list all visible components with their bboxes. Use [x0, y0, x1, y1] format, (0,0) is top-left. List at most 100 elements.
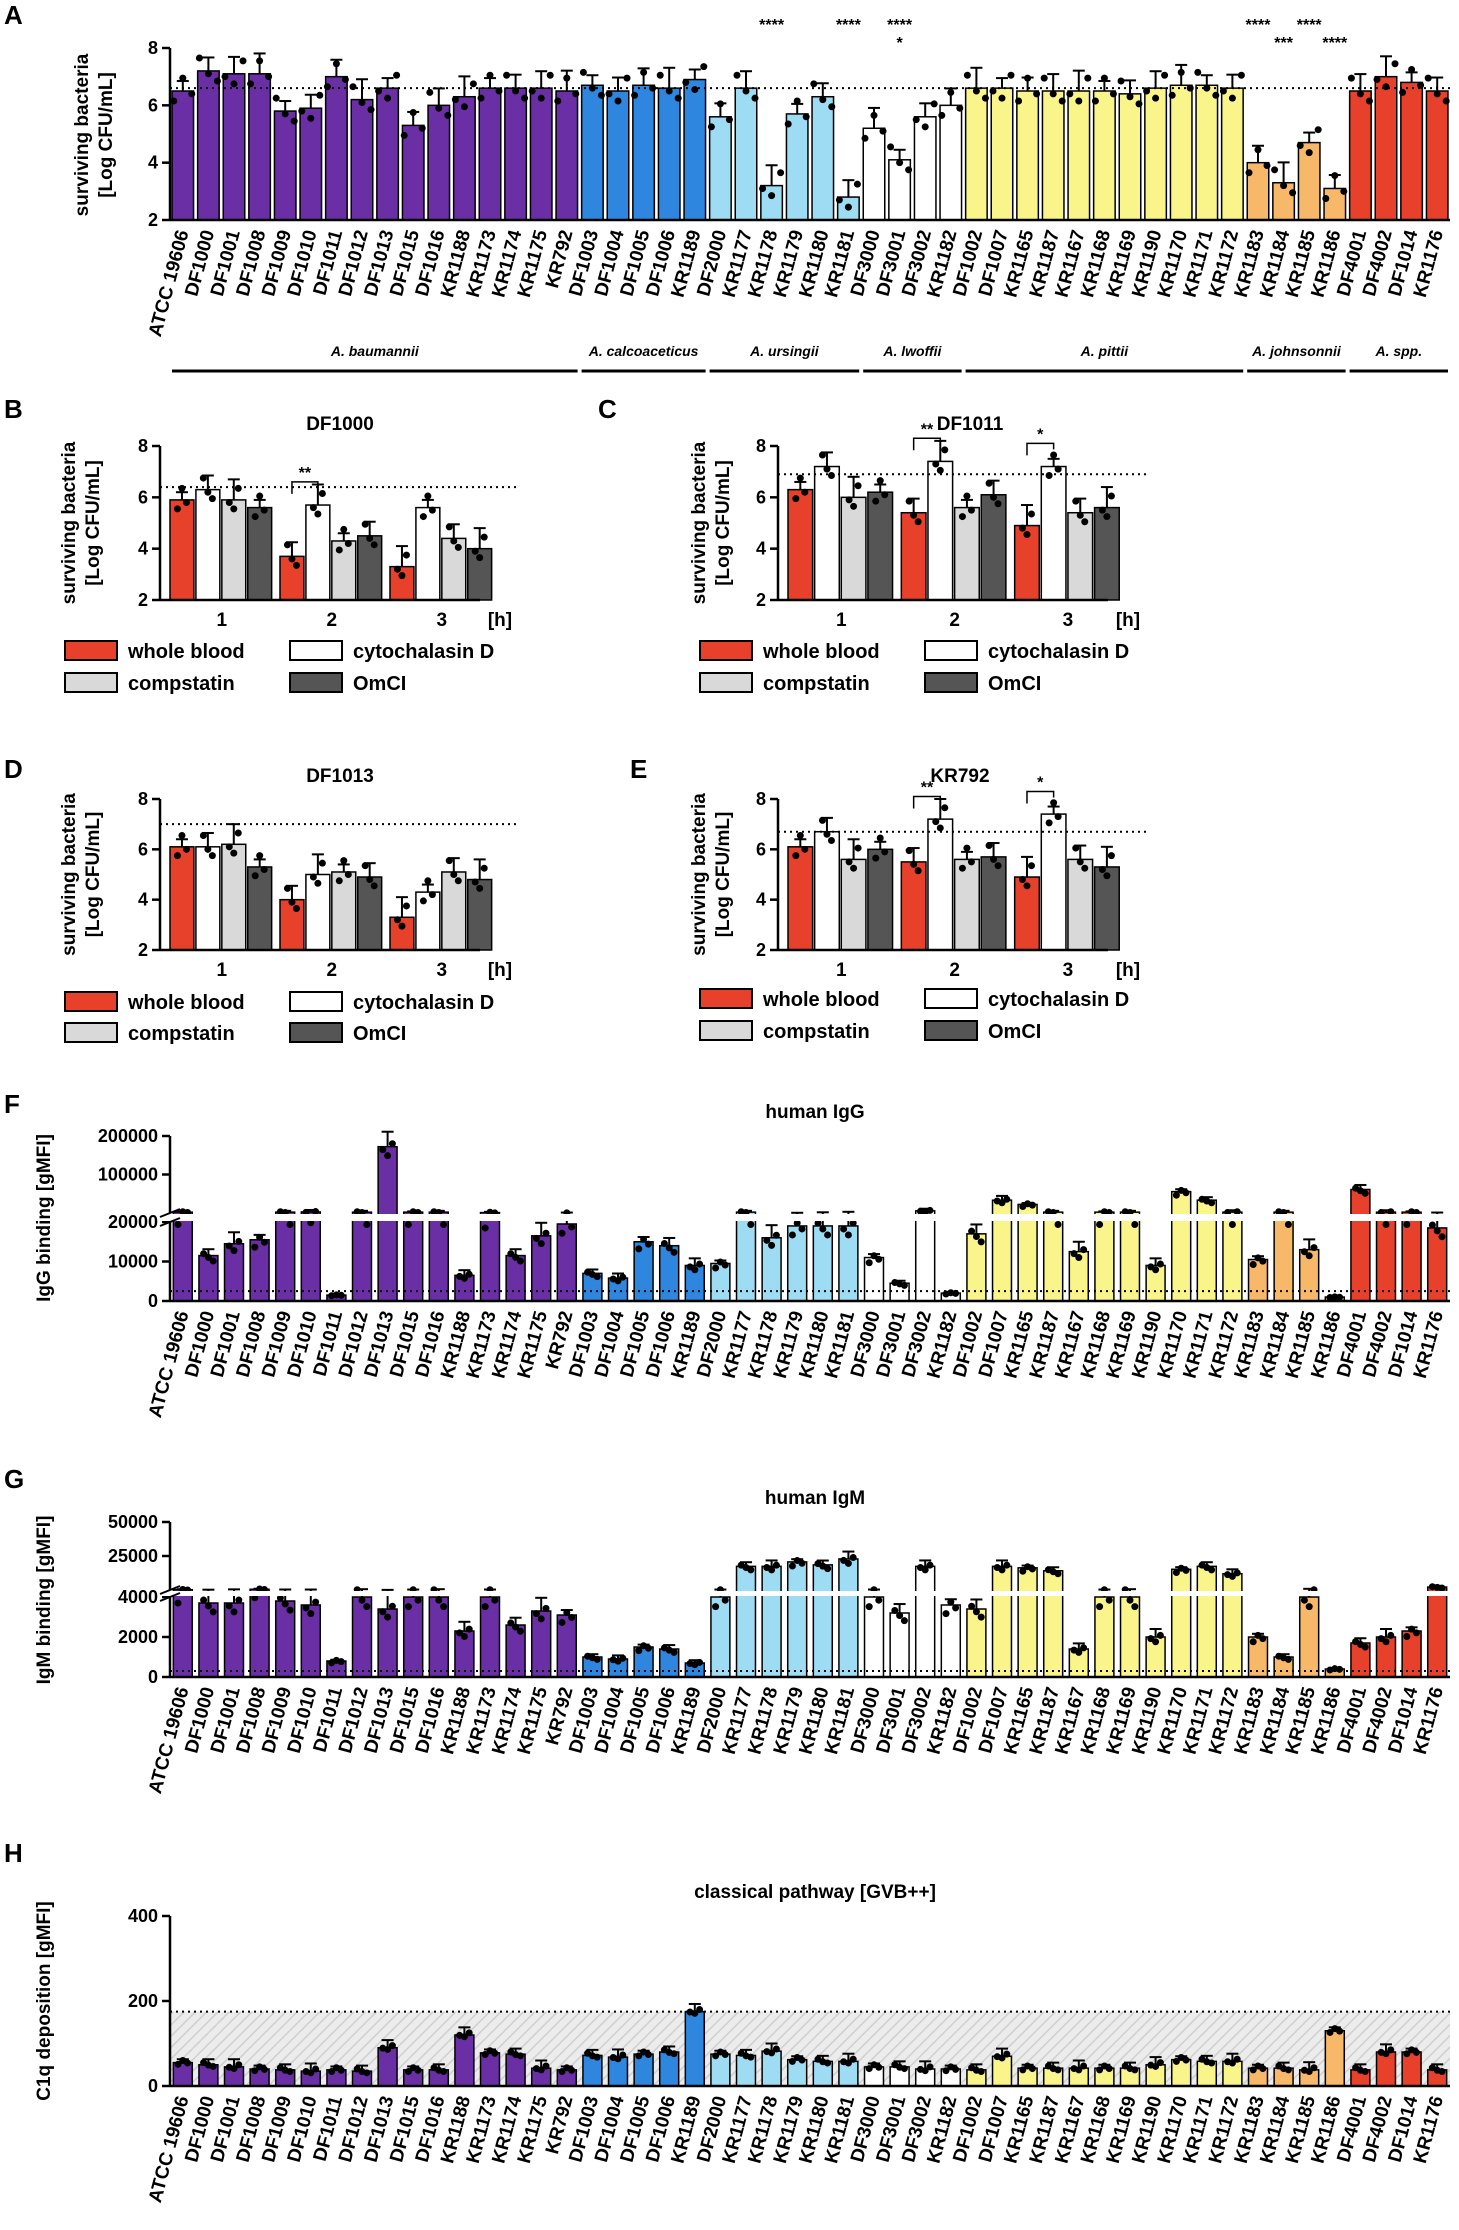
data-point [384, 1152, 392, 1160]
data-point [1382, 1221, 1390, 1229]
data-point [307, 1610, 315, 1618]
data-point [404, 2068, 412, 2076]
data-point [454, 877, 462, 885]
data-point [495, 87, 503, 95]
data-point [283, 884, 291, 892]
data-point [460, 2033, 468, 2041]
data-point [1018, 876, 1026, 884]
data-point [958, 864, 966, 872]
data-point [199, 831, 207, 839]
data-point [1081, 864, 1089, 872]
species-label-a-pittii: A. pittii [1080, 343, 1130, 359]
data-point [286, 2068, 294, 2076]
data-point [788, 2057, 796, 2065]
bar-compstatin-1 [221, 499, 247, 601]
data-point [1076, 858, 1084, 866]
data-point [818, 451, 826, 459]
axis-break-gap [160, 1214, 1452, 1221]
data-point [366, 534, 374, 542]
data-point [1084, 74, 1092, 82]
data-point [1003, 1195, 1011, 1203]
data-point [1233, 2055, 1241, 2063]
data-point [1023, 531, 1031, 539]
data-point [465, 1270, 473, 1278]
data-point [465, 2029, 473, 2037]
data-point [994, 500, 1002, 508]
data-point [409, 109, 417, 116]
panel-label-f: F [4, 1089, 20, 1119]
data-point [234, 829, 242, 837]
data-point [742, 87, 750, 95]
data-point [1040, 74, 1048, 82]
bar-kr1165 [1016, 90, 1040, 221]
bar-kr1187 [1041, 90, 1065, 221]
data-point [1408, 1625, 1416, 1633]
significance-df3001: **** [887, 17, 913, 34]
bar-omci-1 [246, 506, 273, 601]
bar-compstatin-2 [953, 858, 980, 951]
bar-kr1171 [1196, 1565, 1218, 1678]
data-point [1408, 66, 1416, 73]
chart-title: DF1011 [937, 414, 1004, 435]
data-point [619, 1273, 627, 1281]
bar-kr1171 [1195, 84, 1219, 221]
bar-df1003 [580, 84, 604, 221]
data-point [1075, 1254, 1083, 1262]
data-point [900, 1617, 908, 1625]
data-point [363, 1603, 371, 1611]
data-point [486, 71, 494, 79]
data-point [195, 54, 203, 62]
data-point [469, 80, 477, 88]
data-point [1212, 91, 1220, 99]
data-point [1028, 1565, 1036, 1573]
chart-g: human IgM 0 2000 4000 25000 50000 IgM binding … [34, 1488, 1452, 1796]
legend-swatch-omci [289, 1022, 343, 1043]
data-point [1228, 1221, 1236, 1229]
data-point [938, 111, 946, 119]
data-point [1403, 2050, 1411, 2058]
data-point [1028, 1201, 1036, 1209]
data-point [921, 2067, 929, 2075]
data-point [952, 1289, 960, 1297]
data-point [370, 541, 378, 549]
data-point [942, 1610, 950, 1618]
data-point [670, 1648, 678, 1656]
data-point [942, 2067, 950, 2075]
data-point [640, 68, 648, 76]
data-point [318, 859, 326, 867]
data-point [1075, 97, 1083, 105]
data-point [312, 1598, 320, 1606]
y-tick-label: 4 [756, 890, 766, 910]
bar-df1013 [376, 87, 400, 221]
significance-kr1186: **** [1322, 35, 1348, 52]
data-point [1387, 1208, 1395, 1216]
chart-title: DF1000 [306, 414, 374, 435]
data-point [798, 1559, 806, 1567]
data-point [967, 506, 975, 514]
bar-kr1172 [1222, 1572, 1243, 1678]
bar-df1005 [632, 84, 656, 221]
legend-c: whole blood cytochalasin D compstatin Om… [699, 640, 1129, 695]
data-point [512, 1253, 520, 1261]
bar-df1013 [377, 1145, 398, 1302]
data-point [1228, 2059, 1236, 2067]
data-point [1152, 1638, 1160, 1646]
data-point [1194, 68, 1202, 76]
data-point [281, 110, 289, 118]
bar-whole-blood-1 [787, 846, 814, 951]
data-point [225, 843, 233, 851]
data-point [507, 1619, 515, 1627]
data-point [768, 2049, 776, 2057]
y-axis-title: IgG binding [gMFI] [34, 1134, 55, 1302]
data-point [1027, 510, 1035, 518]
data-point [798, 1225, 806, 1233]
bar-kr1180 [812, 1564, 834, 1678]
data-point [828, 103, 836, 111]
data-point [516, 2052, 524, 2060]
data-point [1233, 1208, 1241, 1216]
data-point [981, 94, 989, 102]
legend-swatch-cytochalasin [289, 991, 343, 1012]
data-point [635, 1647, 643, 1655]
data-point [1219, 87, 1227, 95]
data-point [635, 1245, 643, 1253]
